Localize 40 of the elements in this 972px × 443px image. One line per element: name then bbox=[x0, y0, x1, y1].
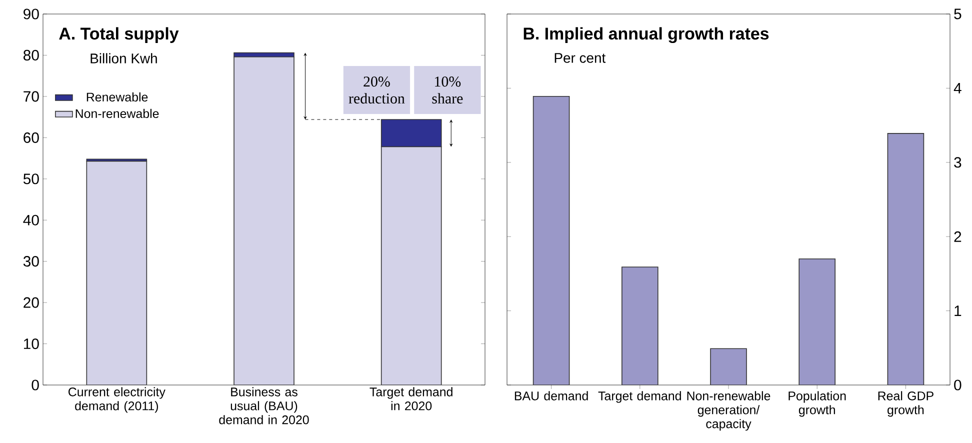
bar bbox=[622, 266, 658, 385]
bar bbox=[798, 258, 836, 385]
text: Per cent bbox=[554, 53, 606, 63]
x-tick-label: Target demand bbox=[598, 391, 681, 403]
y-tick-label: 40 bbox=[23, 214, 39, 226]
legend-label: Non-renewable bbox=[76, 108, 159, 118]
text: Billion Kwh bbox=[90, 53, 157, 64]
y-tick-label: 1 bbox=[954, 306, 962, 316]
y-tick-label: 80 bbox=[24, 50, 39, 61]
y-tick-label: 20 bbox=[24, 297, 39, 308]
x-tick-label: Target demand in 2020 bbox=[370, 387, 452, 410]
x-tick-label: Real GDP growth bbox=[878, 391, 934, 417]
x-tick-label: Non-renewable generation/ capacity bbox=[687, 391, 770, 431]
bar bbox=[710, 348, 747, 385]
y-tick-label: 10 bbox=[24, 338, 39, 350]
bar bbox=[380, 146, 442, 385]
y-tick-label: 3 bbox=[954, 157, 962, 168]
y-tick-label: 0 bbox=[32, 380, 39, 390]
x-tick-label: BAU demand bbox=[514, 391, 588, 400]
text: A. Total supply bbox=[59, 27, 179, 43]
y-tick-label: 30 bbox=[23, 256, 39, 267]
x-tick-label: Population growth bbox=[788, 391, 846, 417]
y-tick-label: 90 bbox=[24, 8, 39, 20]
text: B. Implied annual growth rates bbox=[524, 27, 769, 44]
legend-label: Renewable bbox=[86, 92, 148, 102]
bar bbox=[86, 160, 148, 385]
y-tick-label: 60 bbox=[24, 132, 39, 143]
y-tick-label: 0 bbox=[954, 380, 962, 390]
y-tick-label: 2 bbox=[954, 231, 962, 242]
bar bbox=[532, 96, 570, 385]
y-tick-label: 50 bbox=[23, 174, 39, 184]
y-tick-label: 70 bbox=[24, 91, 39, 102]
bar bbox=[234, 56, 294, 385]
x-tick-label: Business as usual (BAU) demand in 2020 bbox=[219, 387, 309, 424]
annotation: 20% reduction bbox=[348, 76, 405, 104]
x-tick-label: Current electricity demand (2011) bbox=[68, 387, 166, 413]
bar bbox=[887, 133, 924, 385]
y-tick-label: 5 bbox=[954, 8, 962, 20]
y-tick-label: 4 bbox=[954, 83, 962, 94]
annotation: 10% share bbox=[432, 76, 463, 104]
